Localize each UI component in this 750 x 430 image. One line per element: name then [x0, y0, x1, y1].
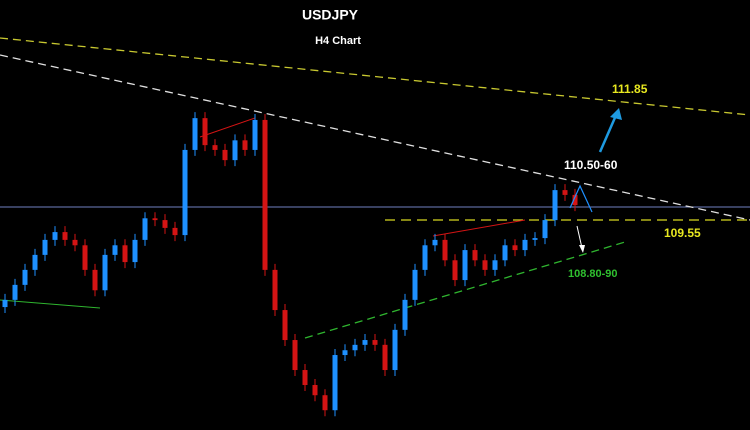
candle-body — [542, 220, 548, 239]
candle-body — [12, 284, 18, 300]
chart-title: USDJPY — [302, 7, 359, 23]
descending-trendline — [0, 54, 750, 221]
candle-body — [32, 254, 38, 270]
candle-body — [252, 119, 258, 150]
candle-body — [202, 118, 208, 146]
candle-body — [262, 119, 268, 270]
candle-body — [482, 260, 488, 270]
candle-body — [462, 250, 468, 281]
candle-body — [472, 250, 478, 261]
candle-body — [492, 260, 498, 270]
candle-body — [392, 329, 398, 371]
candle-body — [442, 239, 448, 261]
rising-trendline — [304, 241, 626, 339]
level-label: 110.50-60 — [564, 158, 618, 172]
candle-body — [282, 310, 288, 341]
resistance-trendline — [0, 37, 750, 116]
candle-body — [52, 232, 58, 240]
pattern-line — [432, 219, 526, 237]
projection-path — [569, 184, 593, 213]
candle-body — [182, 149, 188, 236]
candle-body — [512, 245, 518, 251]
candle-body — [122, 245, 128, 263]
candle-body — [102, 254, 108, 291]
candle-body — [382, 344, 388, 371]
candle-body — [272, 269, 278, 311]
pattern-line — [0, 299, 101, 309]
candle-body — [152, 218, 158, 221]
candle-body — [432, 239, 438, 246]
candle-body — [402, 299, 408, 330]
candle-body — [522, 239, 528, 251]
candle-body — [552, 190, 558, 221]
candle-body — [132, 239, 138, 263]
candle-body — [332, 355, 338, 411]
candle-body — [302, 370, 308, 386]
candle-body — [42, 239, 48, 255]
candle-body — [162, 220, 168, 228]
candle-body — [342, 350, 348, 356]
candle-body — [322, 395, 328, 411]
up-arrow-head — [610, 108, 622, 120]
candle-body — [532, 238, 538, 240]
candle-body — [422, 245, 428, 270]
level-label: 109.55 — [664, 226, 701, 240]
candle-body — [82, 245, 88, 270]
candle-body — [2, 299, 8, 308]
candle-body — [112, 245, 118, 255]
down-arrow — [576, 225, 583, 249]
candle-body — [172, 227, 178, 236]
candle-body — [562, 190, 568, 195]
candle-body — [452, 260, 458, 281]
level-label: 108.80-90 — [568, 268, 618, 280]
candle-body — [362, 340, 368, 345]
candle-body — [412, 269, 418, 300]
candle-body — [22, 269, 28, 285]
up-arrow — [598, 112, 619, 153]
candle-body — [502, 245, 508, 261]
candle-body — [72, 239, 78, 246]
candle-body — [192, 118, 198, 150]
pattern-line — [199, 117, 256, 138]
candle-body — [232, 140, 238, 161]
candle-body — [222, 149, 228, 161]
candle-body — [142, 218, 148, 240]
candle-body — [352, 344, 358, 351]
candle-body — [92, 269, 98, 291]
candles — [2, 112, 578, 417]
candle-body — [372, 340, 378, 345]
candle-body — [212, 145, 218, 150]
candle-body — [312, 385, 318, 396]
chart-subtitle: H4 Chart — [315, 35, 361, 47]
candle-body — [242, 140, 248, 150]
candle-body — [292, 340, 298, 371]
down-arrow-head — [579, 245, 585, 253]
candle-body — [62, 232, 68, 240]
candle-body — [572, 194, 578, 206]
level-label: 111.85 — [612, 82, 648, 96]
